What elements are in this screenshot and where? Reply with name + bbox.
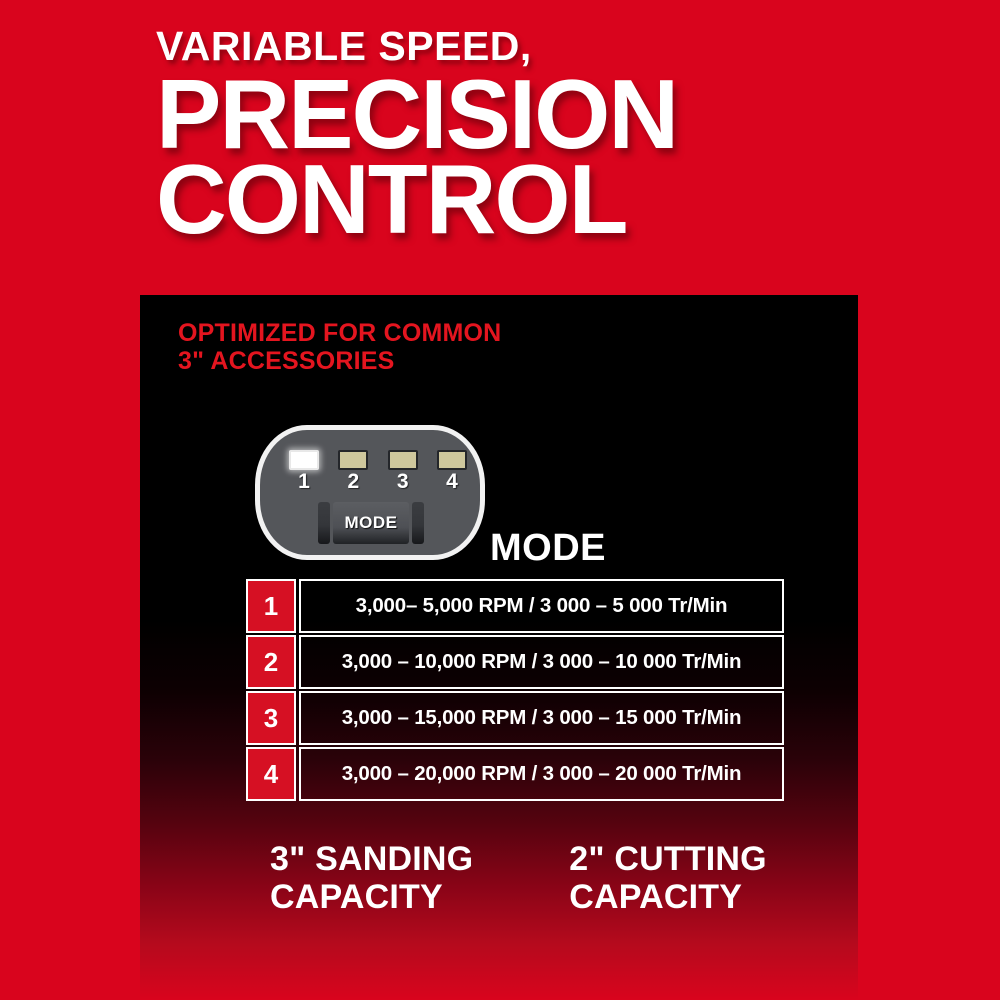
table-row-mode: 1 [246,579,296,633]
sanding-capacity-label: 3" SANDING CAPACITY [270,840,474,917]
headline-block: VARIABLE SPEED, PRECISION CONTROL [156,23,916,255]
led-column-1: 1 [288,450,320,493]
headline-line-1: VARIABLE SPEED, [156,23,532,69]
panel-heading: OPTIMIZED FOR COMMON 3" ACCESSORIES [178,319,502,375]
led-1-label: 1 [298,470,310,493]
mode-speed-table: 1 3,000– 5,000 RPM / 3 000 – 5 000 Tr/Mi… [246,579,784,801]
spec-panel: OPTIMIZED FOR COMMON 3" ACCESSORIES 1 2 [140,295,858,1000]
mode-button[interactable]: MODE [333,502,409,544]
table-row-mode: 2 [246,635,296,689]
capacity-callouts: 3" SANDING CAPACITY 2" CUTTING CAPACITY [270,840,800,916]
mode-button-group: MODE [318,502,424,544]
table-row: 4 3,000 – 20,000 RPM / 3 000 – 20 000 Tr… [246,747,784,801]
headline-line-2: PRECISION [156,59,679,169]
table-row-speed: 3,000 – 20,000 RPM / 3 000 – 20 000 Tr/M… [299,747,784,801]
led-indicator-row: 1 2 3 4 [288,450,468,493]
mode-button-rail-right [412,502,424,544]
led-2-label: 2 [347,470,360,493]
mode-button-rail-left [318,502,330,544]
table-row: 1 3,000– 5,000 RPM / 3 000 – 5 000 Tr/Mi… [246,579,784,633]
led-3-label: 3 [396,470,409,493]
cutting-capacity-label: 2" CUTTING CAPACITY [569,840,767,917]
led-1-icon [289,450,319,470]
led-3-icon [387,450,418,470]
table-row: 2 3,000 – 10,000 RPM / 3 000 – 10 000 Tr… [246,635,784,689]
mode-heading: MODE [490,527,606,569]
table-row-mode: 3 [246,691,296,745]
table-row-mode: 4 [246,747,296,801]
led-4-icon [436,450,467,470]
led-4-label: 4 [446,470,458,493]
table-row-speed: 3,000 – 15,000 RPM / 3 000 – 15 000 Tr/M… [299,691,784,745]
led-column-4: 4 [436,450,468,493]
led-column-3: 3 [387,450,419,493]
headline-line-3: CONTROL [156,144,629,255]
led-column-2: 2 [337,450,369,493]
device-body: 1 2 3 4 [255,425,485,560]
led-2-icon [338,450,369,470]
table-row: 3 3,000 – 15,000 RPM / 3 000 – 15 000 Tr… [246,691,784,745]
table-row-speed: 3,000 – 10,000 RPM / 3 000 – 10 000 Tr/M… [299,635,784,689]
mode-button-label: MODE [344,513,398,532]
table-row-speed: 3,000– 5,000 RPM / 3 000 – 5 000 Tr/Min [299,579,784,633]
mode-selector-device: 1 2 3 4 [255,425,485,560]
